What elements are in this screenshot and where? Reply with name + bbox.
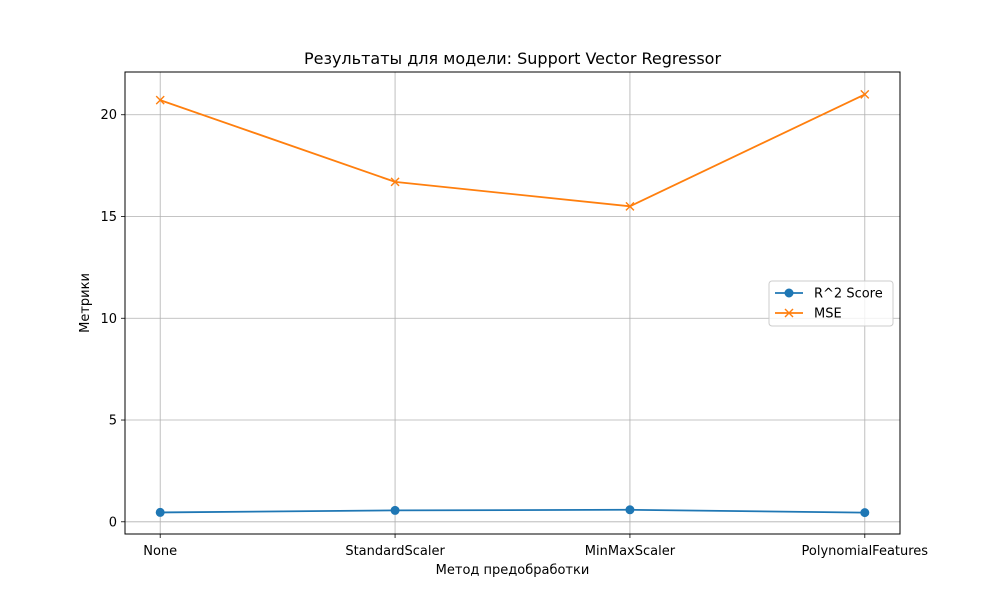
legend-entries: R^2 Score MSE	[775, 287, 883, 322]
y-tick-label: 0	[109, 515, 117, 530]
x-axis-label: Метод предобработки	[436, 563, 590, 578]
x-tick-label: PolynomialFeatures	[802, 544, 929, 559]
data-point	[860, 508, 870, 518]
marker-stroke	[390, 177, 400, 187]
legend-label: MSE	[814, 307, 842, 322]
data-point	[155, 95, 165, 105]
plot-frame	[124, 71, 901, 535]
grid-layer	[125, 72, 900, 534]
data-point	[155, 507, 165, 517]
series-line	[160, 508, 865, 514]
y-tick-label: 15	[100, 210, 117, 225]
legend-entry: R^2 Score	[775, 287, 883, 302]
series-layer	[155, 89, 870, 518]
data-point	[390, 505, 400, 515]
x-tick-label: MinMaxScaler	[585, 544, 676, 559]
y-tick-label: 20	[100, 108, 117, 123]
series-mse	[155, 89, 870, 211]
data-point	[625, 201, 635, 211]
legend-marker	[784, 288, 794, 298]
marker-stroke	[625, 201, 635, 211]
series-line	[159, 93, 866, 208]
y-tick-label: 10	[100, 312, 117, 327]
marker-stroke	[784, 308, 794, 318]
y-axis-label: Метрики	[78, 273, 93, 333]
legend: R^2 Score MSE	[768, 280, 894, 327]
legend-marker	[784, 308, 794, 318]
chart-title: Результаты для модели: Support Vector Re…	[304, 49, 721, 68]
marker-stroke	[155, 95, 165, 105]
marker-stroke	[860, 89, 870, 99]
data-point	[860, 89, 870, 99]
x-tick-label: StandardScaler	[345, 544, 445, 559]
series-r-2-score	[155, 505, 870, 518]
tick-layer: None StandardScaler MinMaxScaler Polynomial…	[100, 108, 928, 559]
x-tick-label: None	[143, 544, 177, 559]
y-tick-label: 5	[109, 414, 117, 429]
data-point	[625, 505, 635, 515]
legend-label: R^2 Score	[814, 287, 883, 302]
data-point	[390, 177, 400, 187]
legend-entry: MSE	[775, 307, 842, 322]
